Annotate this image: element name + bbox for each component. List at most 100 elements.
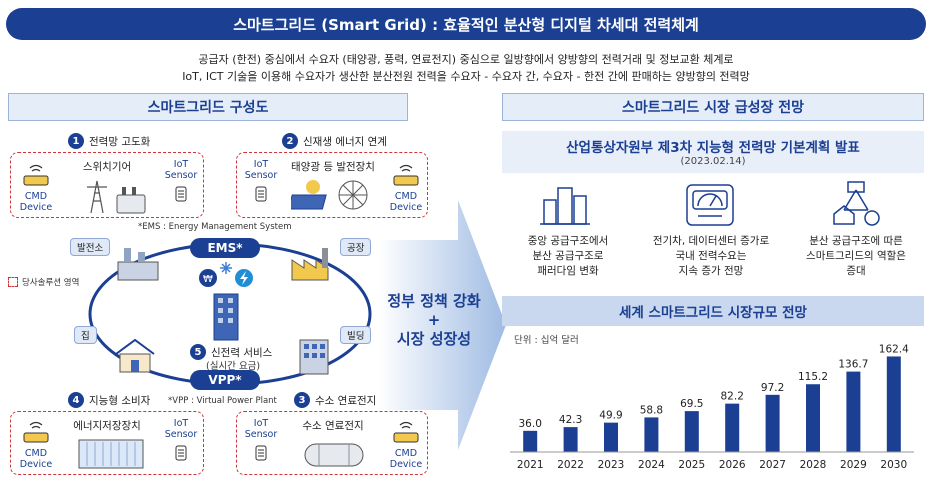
- bar-value-label-2024: 58.8: [640, 404, 663, 416]
- step-5-subtext: (실시간 요금): [206, 361, 261, 372]
- cmd-device-4-label: CMD Device: [19, 448, 53, 470]
- switchgear-icon: [87, 180, 146, 214]
- bar-2022: [563, 427, 578, 452]
- solar-box: IoT Sensor 태양광 등 발전장치 CMD Device: [236, 152, 428, 218]
- bar-2028: [806, 384, 820, 452]
- x-tick-label-2021: 2021: [517, 459, 544, 471]
- svg-text:₩: ₩: [203, 274, 213, 285]
- step-3-number: 3: [294, 392, 310, 408]
- vpp-pill: VPP*: [190, 370, 260, 390]
- distributed-grid-icon: [833, 181, 880, 226]
- legend-text: 당사솔루션 영역: [22, 278, 80, 288]
- solar-panel-icon: [291, 180, 368, 210]
- policy-plus: +: [427, 311, 441, 329]
- x-tick-label-2026: 2026: [719, 459, 746, 471]
- fuel-cell-box: IoT Sensor 수소 연료전지 CMD Device: [236, 411, 428, 475]
- bar-value-label-2026: 82.2: [721, 391, 744, 403]
- bar-value-label-2029: 136.7: [838, 359, 868, 371]
- cmd-device-1-label: CMD Device: [19, 191, 53, 213]
- ems-footnote: *EMS : Energy Management System: [138, 222, 292, 232]
- city-icon: [540, 187, 590, 225]
- cmd-device-4: CMD Device: [19, 420, 53, 470]
- bar-2021: [523, 430, 538, 452]
- market-heading: 세계 스마트그리드 시장규모 전망: [502, 296, 924, 326]
- market-title-text: 세계 스마트그리드 시장규모 전망: [619, 305, 807, 321]
- cmd-device-2: CMD Device: [389, 163, 423, 213]
- fuel-cell-icon: [304, 443, 364, 467]
- iot-sensor-4: IoT Sensor: [163, 418, 199, 466]
- node-plant-label: 발전소: [70, 238, 111, 256]
- left-heading-text: 스마트그리드 구성도: [147, 100, 269, 116]
- cmd-device-icon: [23, 164, 49, 186]
- fuel-cell-label: 수소 연료전지: [302, 420, 364, 432]
- policy-text: 정부 정책 강화 + 시장 성장성: [380, 292, 488, 349]
- home-icon: [115, 338, 155, 373]
- node-factory-label: 공장: [340, 238, 372, 256]
- x-tick-label-2027: 2027: [759, 459, 786, 471]
- bar-2026: [725, 403, 740, 452]
- intro-line-2: IoT, ICT 기술을 이용해 수요자가 생산한 분산전원 전력을 수요자 -…: [182, 70, 750, 83]
- ems-label: EMS*: [207, 241, 243, 255]
- bar-2030: [886, 356, 901, 452]
- cmd-device-icon: [393, 164, 419, 186]
- office-building-icon: [299, 339, 329, 375]
- market-bar-chart: 36.0 2021 42.3 2022 49.9 2023 58.8 2024 69.5 2025…: [510, 343, 914, 471]
- plan-item-1: 중앙 공급구조에서 분산 공급구조로 패러다임 변화: [527, 235, 609, 277]
- bar-2029: [846, 371, 861, 452]
- node-home-label: 집: [74, 326, 97, 344]
- power-plant-icon: [117, 248, 159, 281]
- bar-2027: [765, 394, 780, 452]
- step-1-label: 1 전력망 고도화: [68, 133, 150, 149]
- switchgear-label: 스위치기어: [82, 161, 132, 173]
- bar-value-label-2025: 69.5: [680, 398, 703, 410]
- ess-label: 에너지저장장치: [73, 420, 141, 432]
- cmd-device-3: CMD Device: [389, 420, 423, 470]
- page-title: 스마트그리드 (Smart Grid) : 효율적인 분산형 디지털 차세대 전…: [6, 8, 926, 40]
- step-2-number: 2: [282, 133, 298, 149]
- bar-value-label-2021: 36.0: [519, 418, 542, 430]
- step-5-text: 신전력 서비스: [211, 346, 273, 359]
- plan-title: 산업통상자원부 제3차 지능형 전력망 기본계획 발표: [566, 140, 860, 156]
- cmd-device-icon: [23, 421, 49, 443]
- energy-symbols-icon: ₩: [199, 262, 253, 287]
- bar-value-label-2022: 42.3: [559, 414, 582, 426]
- step-2-text: 신재생 에너지 연계: [303, 135, 387, 148]
- bar-value-label-2030: 162.4: [879, 343, 909, 355]
- bar-2024: [644, 417, 659, 452]
- iot-sensor-2-label: IoT Sensor: [244, 159, 278, 181]
- iot-sensor-icon: [255, 186, 267, 202]
- bar-value-label-2023: 49.9: [599, 410, 622, 422]
- x-tick-label-2022: 2022: [557, 459, 584, 471]
- intro-line-1: 공급자 (한전) 중심에서 수요자 (태양광, 풍력, 연료전지) 중심으로 일…: [198, 53, 734, 66]
- step-5-number: 5: [190, 344, 206, 360]
- bar-2025: [684, 411, 699, 452]
- policy-line-1: 정부 정책 강화: [387, 292, 481, 310]
- bar-2023: [604, 422, 618, 452]
- policy-line-2: 시장 성장성: [396, 330, 472, 348]
- step-3-label: 3 수소 연료전지: [294, 392, 376, 408]
- central-building-icon: [213, 293, 239, 341]
- policy-arrow: [378, 200, 506, 450]
- iot-sensor-1-label: IoT Sensor: [164, 159, 198, 181]
- iot-sensor-icon: [175, 445, 187, 461]
- step-4-label: 4 지능형 소비자: [68, 392, 150, 408]
- page-title-text: 스마트그리드 (Smart Grid) : 효율적인 분산형 디지털 차세대 전…: [233, 15, 699, 34]
- plan-banner: [502, 131, 924, 173]
- ess-box: CMD Device 에너지저장장치 IoT Sensor: [10, 411, 204, 475]
- x-tick-label-2028: 2028: [800, 459, 827, 471]
- bar-value-label-2028: 115.2: [798, 371, 828, 383]
- plan-item-3: 분산 공급구조에 따른 스마트그리드의 역할은 증대: [806, 235, 906, 277]
- x-tick-label-2024: 2024: [638, 459, 665, 471]
- iot-sensor-icon: [255, 445, 267, 461]
- vpp-label: VPP*: [208, 373, 242, 387]
- step-3-text: 수소 연료전지: [315, 394, 377, 407]
- meter-icon: [686, 184, 734, 226]
- cmd-device-1: CMD Device: [19, 163, 53, 213]
- factory-icon: [291, 248, 329, 281]
- cmd-device-icon: [393, 421, 419, 443]
- step-5-label: 5 신전력 서비스: [190, 344, 272, 360]
- chart-unit: 단위 : 십억 달러: [514, 335, 579, 346]
- iot-sensor-3-label: IoT Sensor: [244, 418, 278, 440]
- iot-sensor-4-label: IoT Sensor: [164, 418, 198, 440]
- x-tick-label-2025: 2025: [678, 459, 705, 471]
